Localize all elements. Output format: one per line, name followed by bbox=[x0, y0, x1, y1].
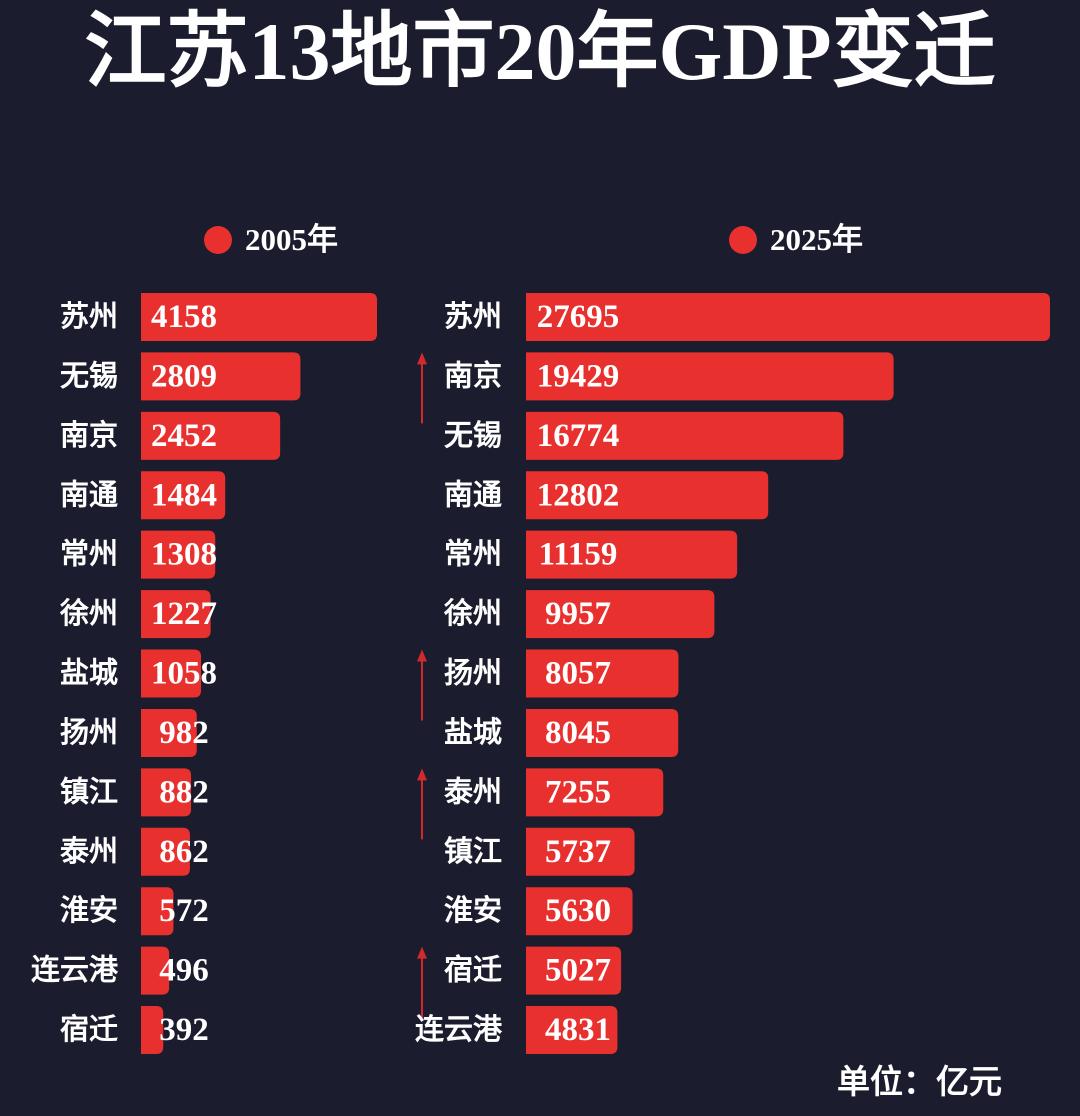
gdp-value-label-2005: 1308 bbox=[151, 537, 217, 573]
gdp-value-label-2025: 12802 bbox=[537, 477, 620, 513]
city-label-2025: 扬州 bbox=[444, 657, 502, 690]
gdp-bar-2025 bbox=[526, 590, 715, 639]
city-label-2025: 镇江 bbox=[444, 835, 502, 868]
rank-up-arrow-icon bbox=[417, 649, 427, 721]
gdp-bar-2005 bbox=[141, 530, 216, 579]
gdp-value-label-2025: 9957 bbox=[545, 596, 611, 632]
gdp-bar-2005 bbox=[141, 887, 174, 936]
gdp-value-label-2005: 862 bbox=[159, 834, 209, 870]
city-label-2025: 南通 bbox=[444, 478, 502, 511]
gdp-value-label-2025: 7255 bbox=[545, 774, 611, 810]
unit-label: 单位：亿元 bbox=[837, 1065, 1002, 1101]
chart-title: 江苏13地市20年GDP变迁 bbox=[84, 6, 996, 97]
city-label-2005: 南通 bbox=[60, 478, 118, 511]
gdp-value-label-2025: 8045 bbox=[545, 715, 611, 751]
city-label-2025: 泰州 bbox=[444, 775, 502, 808]
city-label-2005: 淮安 bbox=[60, 894, 118, 927]
gdp-bar-2025 bbox=[526, 946, 622, 995]
rank-up-arrow-icon bbox=[417, 946, 427, 1018]
gdp-bar-2025 bbox=[526, 352, 894, 401]
gdp-bar-2025 bbox=[526, 411, 844, 460]
gdp-value-label-2005: 1058 bbox=[151, 656, 217, 692]
legend-2025: 2025年 bbox=[729, 220, 863, 260]
gdp-value-label-2025: 16774 bbox=[537, 418, 620, 454]
gdp-bar-2005 bbox=[141, 471, 226, 520]
city-label-2005: 无锡 bbox=[60, 359, 118, 392]
city-label-2005: 扬州 bbox=[60, 716, 118, 749]
gdp-bar-2005 bbox=[141, 768, 192, 817]
city-label-2025: 连云港 bbox=[415, 1013, 503, 1046]
gdp-value-label-2025: 8057 bbox=[545, 656, 611, 692]
legend-label-2005: 2005年 bbox=[245, 222, 338, 257]
gdp-bar-2025 bbox=[526, 293, 1050, 341]
legend-label-2025: 2025年 bbox=[770, 222, 863, 257]
city-label-2025: 南京 bbox=[444, 358, 502, 392]
gdp-value-label-2025: 5630 bbox=[545, 893, 611, 929]
gdp-bar-2005 bbox=[141, 708, 197, 757]
city-label-2025: 无锡 bbox=[444, 419, 502, 452]
city-label-2005: 南京 bbox=[60, 418, 118, 452]
gdp-value-label-2005: 882 bbox=[159, 774, 209, 810]
city-label-2025: 淮安 bbox=[444, 894, 502, 927]
gdp-bar-2005 bbox=[141, 590, 211, 639]
gdp-bar-2005 bbox=[141, 946, 170, 995]
gdp-value-label-2025: 5027 bbox=[545, 953, 611, 989]
gdp-value-label-2005: 392 bbox=[159, 1012, 209, 1048]
city-label-2025: 常州 bbox=[444, 538, 502, 571]
gdp-bar-2005 bbox=[141, 649, 202, 698]
gdp-value-label-2005: 1227 bbox=[151, 596, 217, 632]
city-label-2025: 宿迁 bbox=[444, 953, 502, 987]
gdp-value-label-2025: 27695 bbox=[537, 299, 620, 335]
gdp-bar-2005 bbox=[141, 352, 301, 401]
rank-up-arrow-icon bbox=[417, 768, 427, 840]
gdp-bar-2025 bbox=[526, 530, 738, 579]
gdp-value-label-2025: 5737 bbox=[545, 834, 611, 870]
gdp-bar-2025 bbox=[526, 471, 769, 520]
gdp-bar-2025 bbox=[526, 1006, 618, 1055]
city-label-2005: 连云港 bbox=[31, 954, 119, 987]
city-label-2025: 盐城 bbox=[444, 716, 502, 749]
city-label-2025: 徐州 bbox=[443, 596, 502, 630]
gdp-bar-2005 bbox=[141, 293, 377, 341]
city-label-2005: 泰州 bbox=[60, 835, 118, 868]
gdp-bar-2025 bbox=[526, 649, 679, 698]
gdp-value-label-2005: 496 bbox=[159, 953, 209, 989]
legend-dot-icon bbox=[729, 226, 757, 254]
rank-up-arrow-icon bbox=[417, 352, 427, 424]
gdp-value-label-2025: 19429 bbox=[537, 358, 620, 394]
legend-dot-icon bbox=[204, 226, 232, 254]
city-label-2005: 盐城 bbox=[60, 657, 118, 690]
city-label-2005: 常州 bbox=[60, 538, 118, 571]
legend-2005: 2005年 bbox=[204, 220, 338, 260]
gdp-value-label-2005: 572 bbox=[159, 893, 209, 929]
gdp-value-label-2005: 2809 bbox=[151, 358, 217, 394]
chart-2025: 苏州 27695 南京 19429 无锡 16774 南通 12802 常州 11159 徐州 995… bbox=[415, 293, 1050, 1055]
city-label-2005: 宿迁 bbox=[60, 1012, 118, 1046]
gdp-value-label-2005: 4158 bbox=[151, 299, 217, 335]
gdp-bar-2025 bbox=[526, 708, 679, 757]
city-label-2005: 苏州 bbox=[60, 300, 118, 333]
gdp-bar-2005 bbox=[141, 411, 281, 460]
gdp-value-label-2005: 982 bbox=[159, 715, 209, 751]
gdp-value-label-2005: 1484 bbox=[151, 477, 217, 513]
gdp-bar-2005 bbox=[141, 1006, 164, 1055]
gdp-bar-2025 bbox=[526, 827, 635, 876]
city-label-2005: 镇江 bbox=[60, 775, 118, 808]
gdp-bar-2025 bbox=[526, 768, 664, 817]
gdp-value-label-2025: 11159 bbox=[539, 537, 618, 573]
gdp-bar-2005 bbox=[141, 827, 190, 876]
gdp-value-label-2005: 2452 bbox=[151, 418, 217, 454]
gdp-value-label-2025: 4831 bbox=[545, 1012, 611, 1048]
city-label-2025: 苏州 bbox=[444, 300, 502, 333]
gdp-bar-2025 bbox=[526, 887, 633, 936]
city-label-2005: 徐州 bbox=[59, 596, 118, 630]
chart-2005: 苏州 4158 无锡 2809 南京 2452 南通 1484 常州 1308 徐州 1227 盐城 10… bbox=[31, 293, 377, 1055]
